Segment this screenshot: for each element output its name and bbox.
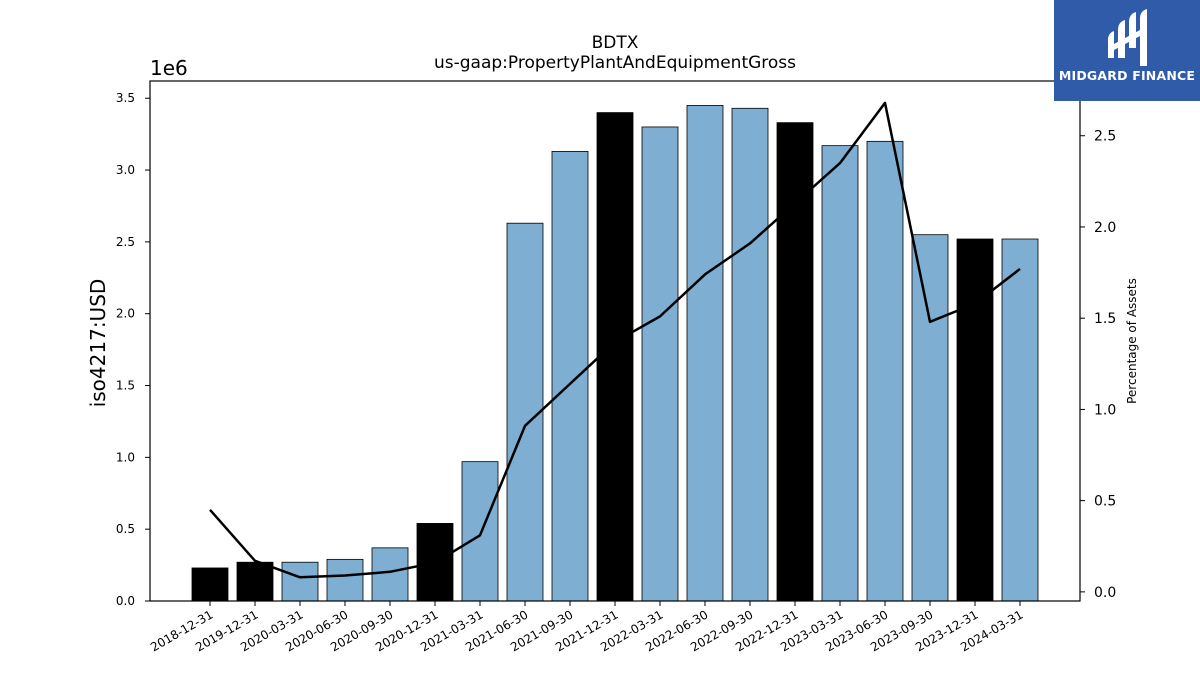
y-tick-label: 3.0 [116, 163, 135, 177]
y-tick-label: 3.5 [116, 91, 135, 105]
bar [551, 150, 589, 602]
chart-subtitle: us-gaap:PropertyPlantAndEquipmentGross [433, 53, 797, 73]
bar [191, 567, 229, 602]
y-tick-label: 2.5 [116, 235, 135, 249]
y-tick-label: 0.0 [116, 594, 135, 608]
y2-tick-label: 1.5 [1094, 311, 1116, 327]
bar [326, 558, 364, 602]
y-tick-label: 1.5 [116, 379, 135, 393]
midgard-finance-logo: MIDGARD FINANCE [1054, 0, 1200, 101]
y2-tick-label: 0.0 [1094, 585, 1116, 601]
midgard-logo-icon [1108, 9, 1147, 66]
y-tick-label: 1.0 [116, 450, 135, 464]
y2-tick-label: 0.5 [1094, 494, 1116, 510]
bar [911, 234, 949, 602]
bar [866, 140, 904, 602]
bar [1001, 238, 1039, 602]
bar [776, 122, 814, 602]
percentage-line [209, 101, 1021, 579]
y2-tick-label: 2.0 [1094, 220, 1116, 236]
y2-tick-label: 2.5 [1094, 129, 1116, 145]
bar [461, 461, 499, 602]
bar [596, 112, 634, 602]
bar [506, 222, 544, 602]
bar [686, 105, 724, 602]
y-tick-label: 2.0 [116, 307, 135, 321]
bar [371, 547, 409, 602]
bar [641, 126, 679, 602]
y-axis-scale-label: 1e6 [150, 56, 188, 80]
bar [281, 561, 319, 602]
y2-tick-label: 1.0 [1094, 402, 1116, 418]
chart-title: BDTX [591, 33, 639, 53]
bar [821, 145, 859, 602]
bar [236, 561, 274, 602]
logo-text: MIDGARD FINANCE [1058, 68, 1196, 83]
bar [956, 238, 994, 602]
y-tick-label: 0.5 [116, 522, 135, 536]
bar [731, 107, 769, 602]
